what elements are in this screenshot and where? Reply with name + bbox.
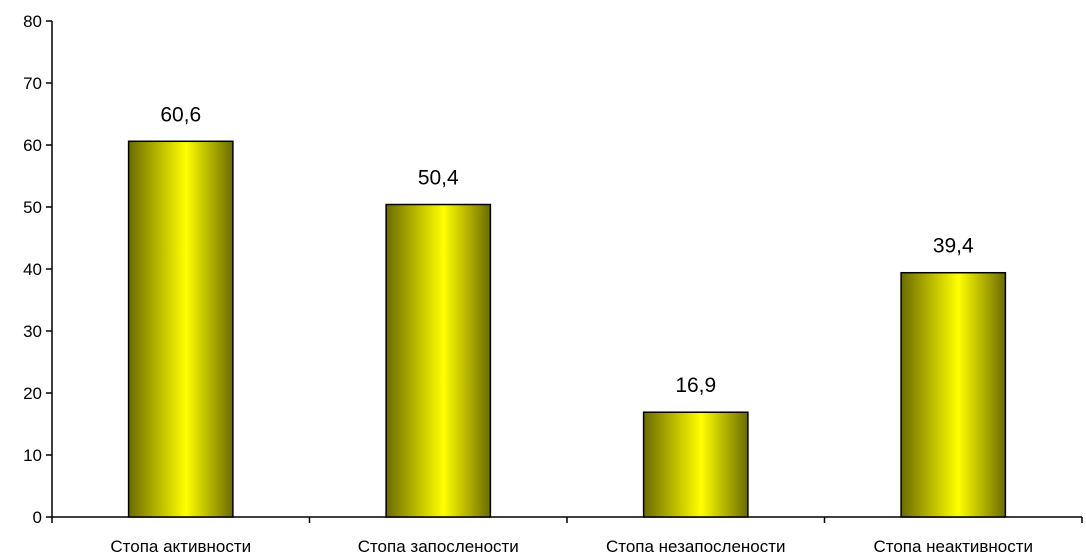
x-category-label: Стопа неактивности: [873, 537, 1033, 556]
x-category-label: Стопа незапослености: [606, 537, 786, 556]
bar: [642, 411, 749, 518]
y-tick-label: 30: [23, 322, 42, 341]
data-label: 60,6: [160, 103, 201, 126]
x-category-label: Стопа запослености: [358, 537, 519, 556]
bar: [385, 203, 492, 518]
chart-bars: [127, 140, 1007, 518]
x-category-label: Стопа активности: [110, 537, 251, 556]
y-tick-label: 80: [23, 12, 42, 31]
bar: [127, 140, 234, 518]
y-tick-label: 40: [23, 260, 42, 279]
y-tick-label: 50: [23, 198, 42, 217]
y-tick-label: 0: [33, 508, 42, 527]
y-tick-label: 70: [23, 74, 42, 93]
data-label: 39,4: [933, 235, 974, 258]
chart-labels: 0 10 20 30 40 50 60 70 80 60,6 Стопа активности 50,…: [23, 12, 1033, 556]
y-tick-label: 60: [23, 136, 42, 155]
y-tick-label: 20: [23, 384, 42, 403]
data-label: 50,4: [418, 167, 459, 190]
y-tick-label: 10: [23, 446, 42, 465]
data-label: 16,9: [675, 374, 716, 397]
bar: [900, 271, 1007, 518]
